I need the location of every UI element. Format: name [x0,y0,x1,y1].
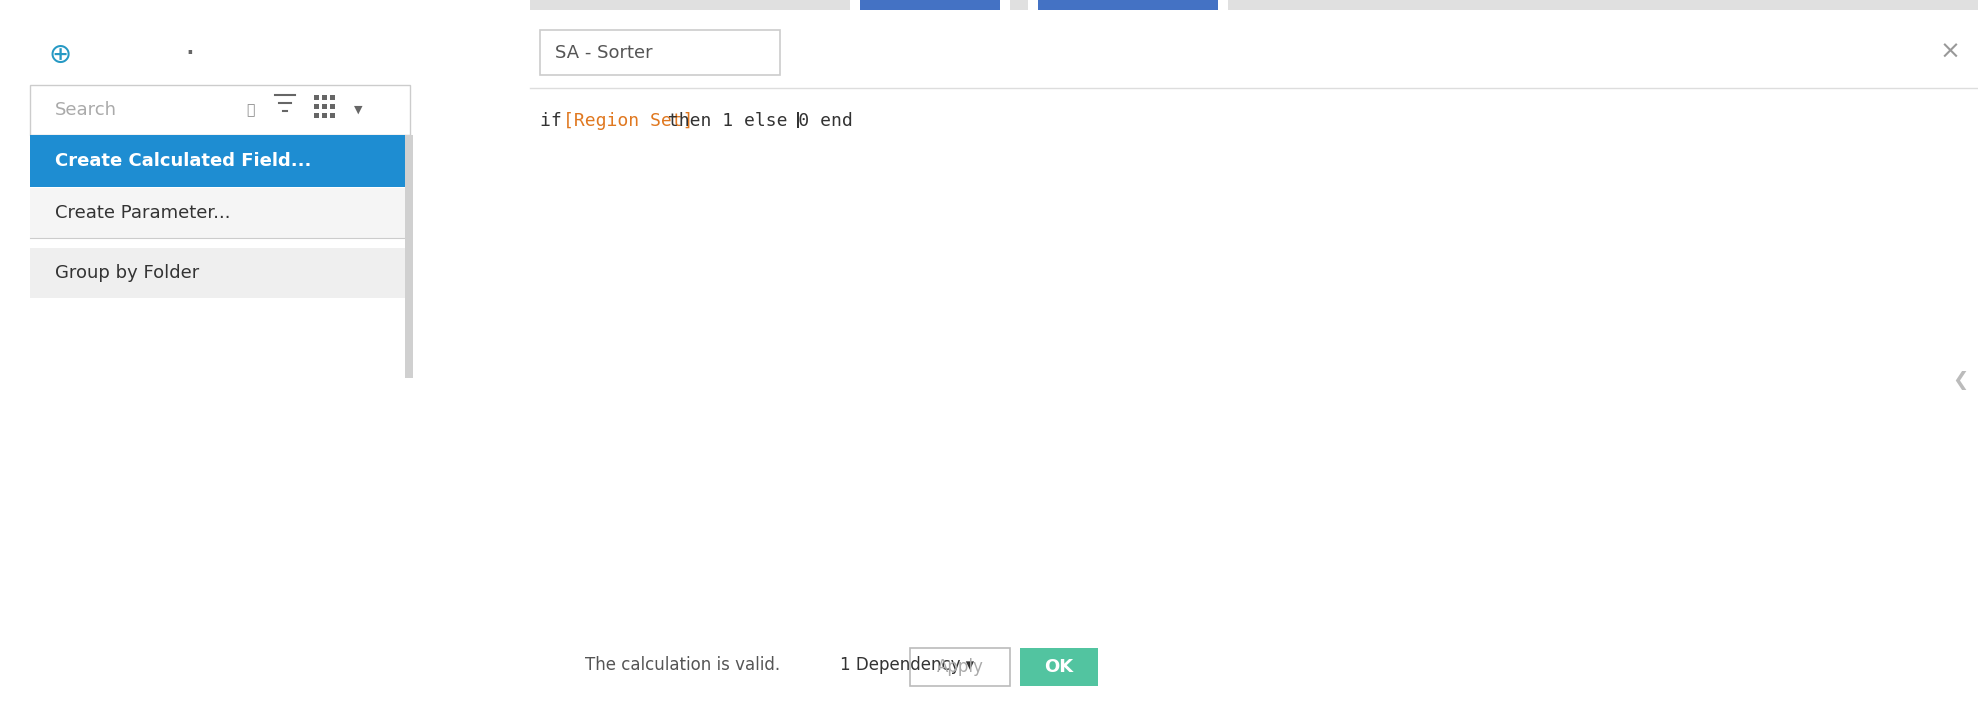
Bar [315,104,318,109]
Bar [330,95,334,100]
Bar [797,112,799,128]
Bar [405,135,413,378]
Bar [910,648,1011,686]
Bar [315,95,318,100]
Bar [1011,0,1029,10]
Text: Group by Folder: Group by Folder [55,264,200,282]
Bar [30,85,409,135]
Text: Create Calculated Field...: Create Calculated Field... [55,152,311,170]
Bar [30,135,409,187]
Text: 1 Dependency ▾: 1 Dependency ▾ [841,656,973,674]
Text: OK: OK [1044,658,1074,676]
Bar [322,95,326,100]
Text: ·: · [184,38,196,71]
Text: ▼: ▼ [354,105,362,115]
Bar [30,248,409,298]
Bar [330,104,334,109]
Bar [322,104,326,109]
Text: then 1 else 0 end: then 1 else 0 end [657,112,853,130]
Text: 🔍: 🔍 [245,103,255,117]
Bar [1021,648,1098,686]
Text: ❮: ❮ [1952,370,1968,389]
Text: ⊕: ⊕ [47,41,71,69]
Bar [540,30,779,75]
Bar [860,0,1001,10]
Text: SA - Sorter: SA - Sorter [556,43,653,61]
Bar [322,113,326,118]
Text: [Region Set]: [Region Set] [564,112,694,130]
Bar [1228,0,1978,10]
Text: Apply: Apply [936,658,983,676]
Text: Search: Search [55,101,117,119]
Bar [30,188,409,238]
Bar [315,113,318,118]
Bar [330,113,334,118]
Bar [1038,0,1218,10]
Text: ×: × [1940,40,1960,64]
Bar [849,0,851,10]
Text: Create Parameter...: Create Parameter... [55,204,231,222]
Text: if: if [540,112,572,130]
Text: The calculation is valid.: The calculation is valid. [585,656,779,674]
Bar [530,0,849,10]
